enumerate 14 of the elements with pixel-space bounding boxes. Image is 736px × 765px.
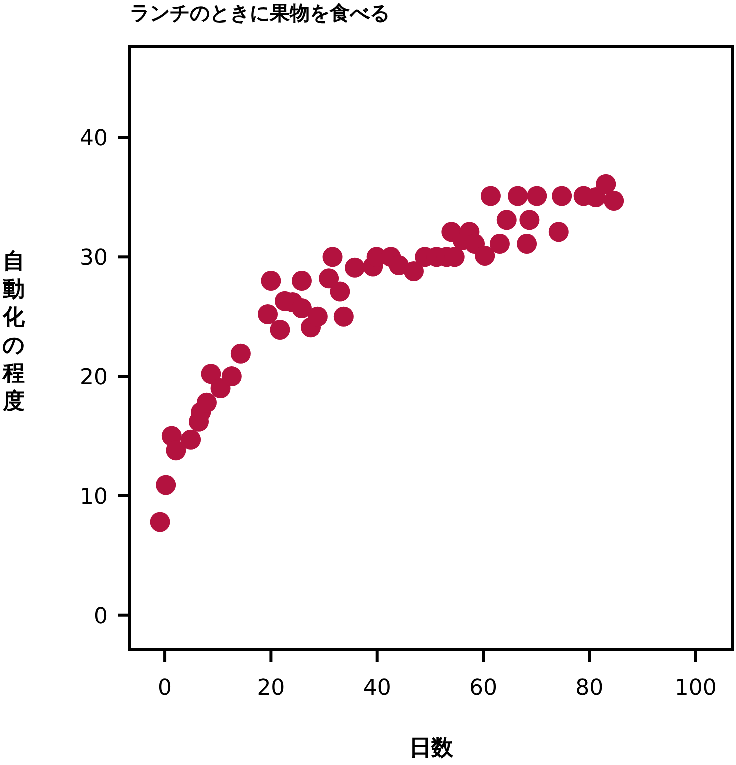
x-tick-label: 100 — [674, 676, 717, 701]
y-axis-title: 自動化の程度 — [2, 250, 26, 414]
x-tick-label: 60 — [470, 676, 498, 701]
y-tick-label: 10 — [80, 484, 108, 510]
x-tick-label: 0 — [158, 676, 172, 701]
chart-title: ランチのときに果物を食べる — [130, 1, 390, 25]
y-tick-label: 0 — [94, 604, 108, 630]
y-tick-label: 40 — [80, 126, 108, 152]
y-tick-label: 20 — [80, 366, 108, 391]
x-tick-label: 20 — [257, 676, 286, 701]
x-axis-title: 日数 — [410, 736, 454, 761]
y-tick-label: 30 — [80, 246, 108, 272]
x-tick-label: 80 — [576, 676, 604, 701]
x-tick-label: 40 — [363, 676, 392, 701]
